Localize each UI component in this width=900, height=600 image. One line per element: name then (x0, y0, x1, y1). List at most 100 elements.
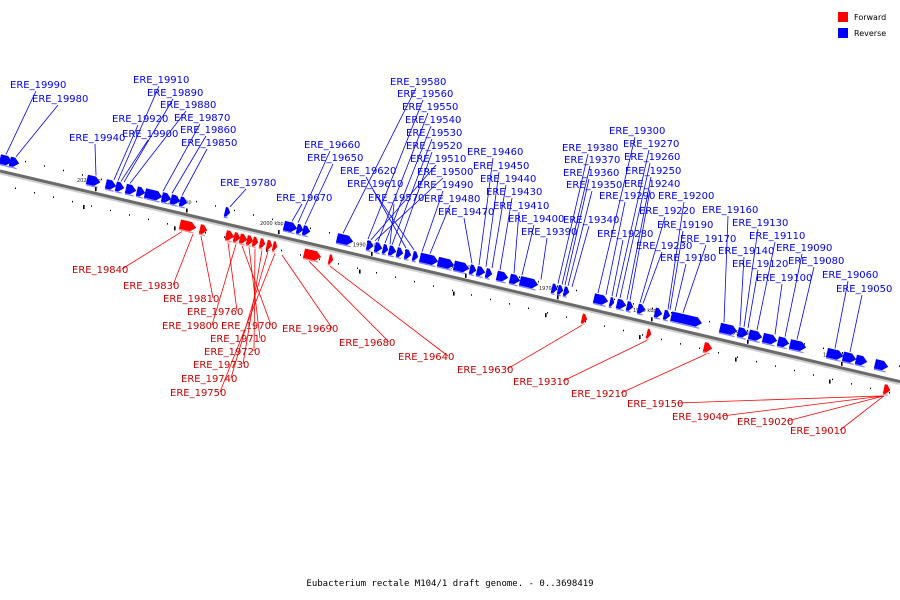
gene-label-reverse[interactable]: ERE_19460 (467, 147, 523, 158)
gene-label-forward[interactable]: ERE_19750 (170, 388, 226, 399)
gene-arrow-reverse[interactable] (670, 311, 702, 329)
gene-label-reverse[interactable]: ERE_19570 (368, 193, 424, 204)
gene-label-reverse[interactable]: ERE_19580 (390, 77, 446, 88)
gene-label-reverse[interactable]: ERE_19110 (749, 231, 805, 242)
gene-label-forward[interactable]: ERE_19690 (282, 324, 338, 335)
gene-label-reverse[interactable]: ERE_19910 (133, 75, 189, 86)
gene-label-reverse[interactable]: ERE_19170 (680, 234, 736, 245)
gene-arrow-reverse[interactable] (135, 186, 146, 199)
gene-arrow-reverse[interactable] (8, 156, 20, 170)
gene-arrow-forward[interactable] (702, 342, 713, 355)
gene-arrow-forward[interactable] (178, 219, 197, 234)
gene-label-forward[interactable]: ERE_19210 (571, 389, 627, 400)
gene-arrow-reverse[interactable] (615, 298, 627, 312)
gene-label-reverse[interactable]: ERE_19520 (406, 141, 462, 152)
gene-label-reverse[interactable]: ERE_19290 (599, 191, 655, 202)
gene-label-reverse[interactable]: ERE_19130 (732, 218, 788, 229)
gene-arrow-reverse[interactable] (562, 286, 570, 298)
gene-label-reverse[interactable]: ERE_19920 (112, 114, 168, 125)
gene-arrow-reverse[interactable] (495, 270, 509, 284)
gene-label-reverse[interactable]: ERE_19940 (69, 133, 125, 144)
gene-label-reverse[interactable]: ERE_19160 (702, 205, 758, 216)
gene-label-reverse[interactable]: ERE_19340 (563, 215, 619, 226)
gene-label-forward[interactable]: ERE_19310 (513, 377, 569, 388)
gene-label-reverse[interactable]: ERE_19860 (180, 125, 236, 136)
gene-arrow-reverse[interactable] (223, 206, 231, 219)
gene-arrow-reverse[interactable] (452, 260, 470, 275)
gene-arrow-reverse[interactable] (873, 359, 889, 373)
gene-label-reverse[interactable]: ERE_19260 (624, 152, 680, 163)
gene-arrow-reverse[interactable] (124, 183, 137, 197)
gene-arrow-reverse[interactable] (653, 307, 663, 320)
gene-label-forward[interactable]: ERE_19710 (210, 334, 266, 345)
gene-label-reverse[interactable]: ERE_19540 (405, 115, 461, 126)
gene-label-forward[interactable]: ERE_19740 (181, 374, 237, 385)
gene-label-reverse[interactable]: ERE_19100 (756, 273, 812, 284)
gene-label-reverse[interactable]: ERE_19780 (220, 178, 276, 189)
gene-label-reverse[interactable]: ERE_19180 (660, 253, 716, 264)
gene-arrow-forward[interactable] (327, 254, 334, 266)
gene-arrow-reverse[interactable] (841, 351, 857, 365)
gene-label-reverse[interactable]: ERE_19350 (566, 180, 622, 191)
gene-arrow-forward[interactable] (232, 232, 241, 244)
gene-arrow-reverse[interactable] (636, 303, 646, 316)
gene-arrow-reverse[interactable] (301, 225, 311, 238)
gene-label-reverse[interactable]: ERE_19650 (307, 153, 363, 164)
gene-arrow-reverse[interactable] (104, 179, 117, 192)
gene-arrow-reverse[interactable] (282, 220, 298, 235)
gene-label-reverse[interactable]: ERE_19200 (658, 191, 714, 202)
gene-arrow-reverse[interactable] (436, 256, 455, 271)
gene-label-reverse[interactable]: ERE_19270 (623, 139, 679, 150)
gene-label-reverse[interactable]: ERE_19120 (732, 259, 788, 270)
gene-label-reverse[interactable]: ERE_19060 (822, 270, 878, 281)
gene-label-reverse[interactable]: ERE_19990 (10, 80, 66, 91)
gene-arrow-reverse[interactable] (381, 243, 389, 256)
gene-arrow-forward[interactable] (245, 235, 254, 247)
gene-arrow-reverse[interactable] (0, 154, 13, 168)
gene-label-reverse[interactable]: ERE_19890 (147, 88, 203, 99)
gene-label-reverse[interactable]: ERE_19400 (508, 214, 564, 225)
gene-label-forward[interactable]: ERE_19730 (193, 360, 249, 371)
gene-arrow-reverse[interactable] (608, 297, 615, 309)
gene-label-reverse[interactable]: ERE_19500 (417, 167, 473, 178)
gene-arrow-reverse[interactable] (411, 250, 419, 263)
gene-arrow-reverse[interactable] (625, 301, 634, 313)
gene-label-reverse[interactable]: ERE_19280 (597, 229, 653, 240)
gene-label-reverse[interactable]: ERE_19050 (836, 284, 892, 295)
gene-label-reverse[interactable]: ERE_19370 (564, 155, 620, 166)
gene-arrow-reverse[interactable] (788, 339, 807, 354)
gene-arrow-reverse[interactable] (418, 252, 439, 268)
gene-label-forward[interactable]: ERE_19680 (339, 338, 395, 349)
gene-label-forward[interactable]: ERE_19630 (457, 365, 513, 376)
gene-arrow-forward[interactable] (198, 224, 208, 237)
gene-label-reverse[interactable]: ERE_19440 (480, 174, 536, 185)
gene-arrow-forward[interactable] (302, 248, 322, 263)
gene-arrow-forward[interactable] (645, 328, 652, 341)
gene-label-reverse[interactable]: ERE_19410 (493, 201, 549, 212)
gene-arrow-reverse[interactable] (825, 347, 844, 362)
gene-arrow-reverse[interactable] (747, 329, 763, 343)
gene-label-reverse[interactable]: ERE_19980 (32, 94, 88, 105)
gene-arrow-reverse[interactable] (169, 194, 181, 207)
gene-label-reverse[interactable]: ERE_19090 (776, 243, 832, 254)
gene-label-forward[interactable]: ERE_19700 (221, 321, 277, 332)
gene-label-forward[interactable]: ERE_19800 (162, 321, 218, 332)
gene-arrow-reverse[interactable] (518, 276, 539, 291)
gene-arrow-reverse[interactable] (373, 242, 383, 255)
gene-label-reverse[interactable]: ERE_19530 (406, 128, 462, 139)
gene-label-reverse[interactable]: ERE_19450 (473, 161, 529, 172)
gene-label-forward[interactable]: ERE_19150 (627, 399, 683, 410)
gene-label-forward[interactable]: ERE_19760 (187, 307, 243, 318)
gene-label-forward[interactable]: ERE_19830 (123, 281, 179, 292)
gene-label-reverse[interactable]: ERE_19390 (521, 227, 577, 238)
gene-arrow-forward[interactable] (882, 384, 891, 396)
gene-arrow-reverse[interactable] (160, 192, 172, 205)
gene-arrow-forward[interactable] (238, 233, 248, 246)
gene-arrow-reverse[interactable] (736, 327, 749, 340)
gene-arrow-reverse[interactable] (508, 273, 521, 287)
gene-label-reverse[interactable]: ERE_19470 (438, 207, 494, 218)
gene-label-reverse[interactable]: ERE_19900 (122, 129, 178, 140)
gene-label-forward[interactable]: ERE_19640 (398, 352, 454, 363)
gene-label-reverse[interactable]: ERE_19300 (609, 126, 665, 137)
gene-arrow-reverse[interactable] (178, 196, 188, 209)
